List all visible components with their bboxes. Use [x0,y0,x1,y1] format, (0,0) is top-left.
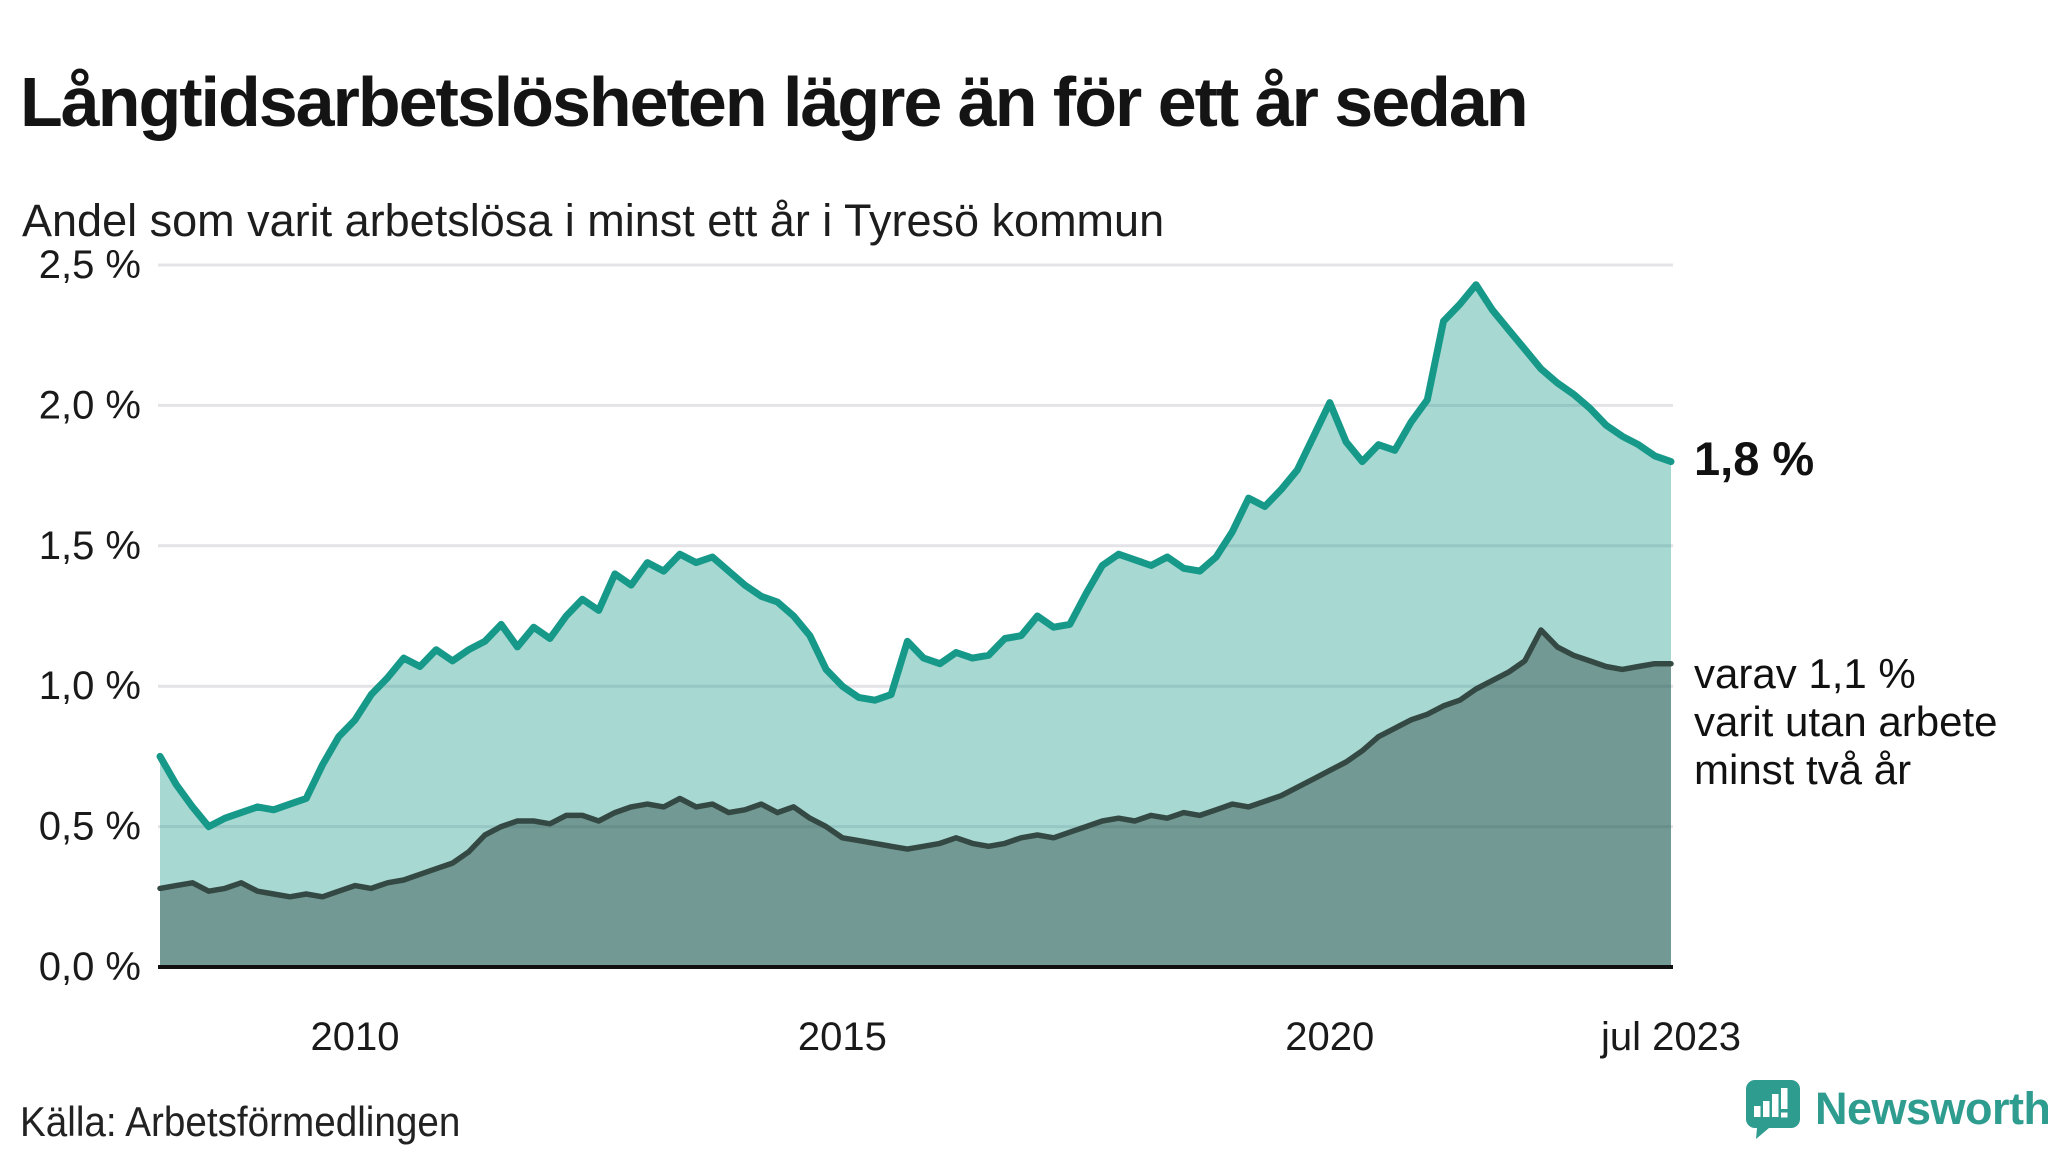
secondary-value-line2: varit utan arbete [1694,698,1998,745]
x-tick-label: 2015 [798,1015,887,1059]
y-tick-label: 2,0 % [39,383,141,427]
series-min-one-year-area [160,284,1671,967]
y-tick-label: 0,5 % [39,805,141,849]
secondary-value-label: varav 1,1 % varit utan arbete minst två … [1694,650,1998,794]
x-tick-label: 2020 [1285,1015,1374,1059]
x-axis-labels: 2010 2015 2020 jul 2023 [311,1015,1742,1059]
y-axis-labels: 0,0 % 0,5 % 1,0 % 1,5 % 2,0 % 2,5 % [39,243,141,989]
page-subtitle: Andel som varit arbetslösa i minst ett å… [22,195,1165,246]
source-note: Källa: Arbetsförmedlingen [20,1098,461,1145]
newsworthy-wordmark: Newsworthy [1815,1083,2048,1134]
series-min-one-year-line [156,281,1675,831]
y-tick-label: 1,5 % [39,524,141,568]
series-min-two-years-line [157,627,1674,900]
series-min-two-years-area [160,630,1671,967]
newsworthy-icon [1746,1080,1800,1139]
latest-value-label: 1,8 % [1694,432,1815,485]
y-tick-label: 0,0 % [39,945,141,989]
y-tick-label: 1,0 % [39,664,141,708]
secondary-value-line1: varav 1,1 % [1694,650,1916,697]
secondary-value-line3: minst två år [1694,746,1912,793]
newsworthy-icon-bars [1754,1088,1788,1118]
x-tick-label: 2010 [311,1015,400,1059]
page-title: Långtidsarbetslösheten lägre än för ett … [20,62,1529,141]
x-tick-label: jul 2023 [1600,1015,1741,1059]
y-tick-label: 2,5 % [39,243,141,287]
newsworthy-logo: Newsworthy [1742,1078,2048,1140]
